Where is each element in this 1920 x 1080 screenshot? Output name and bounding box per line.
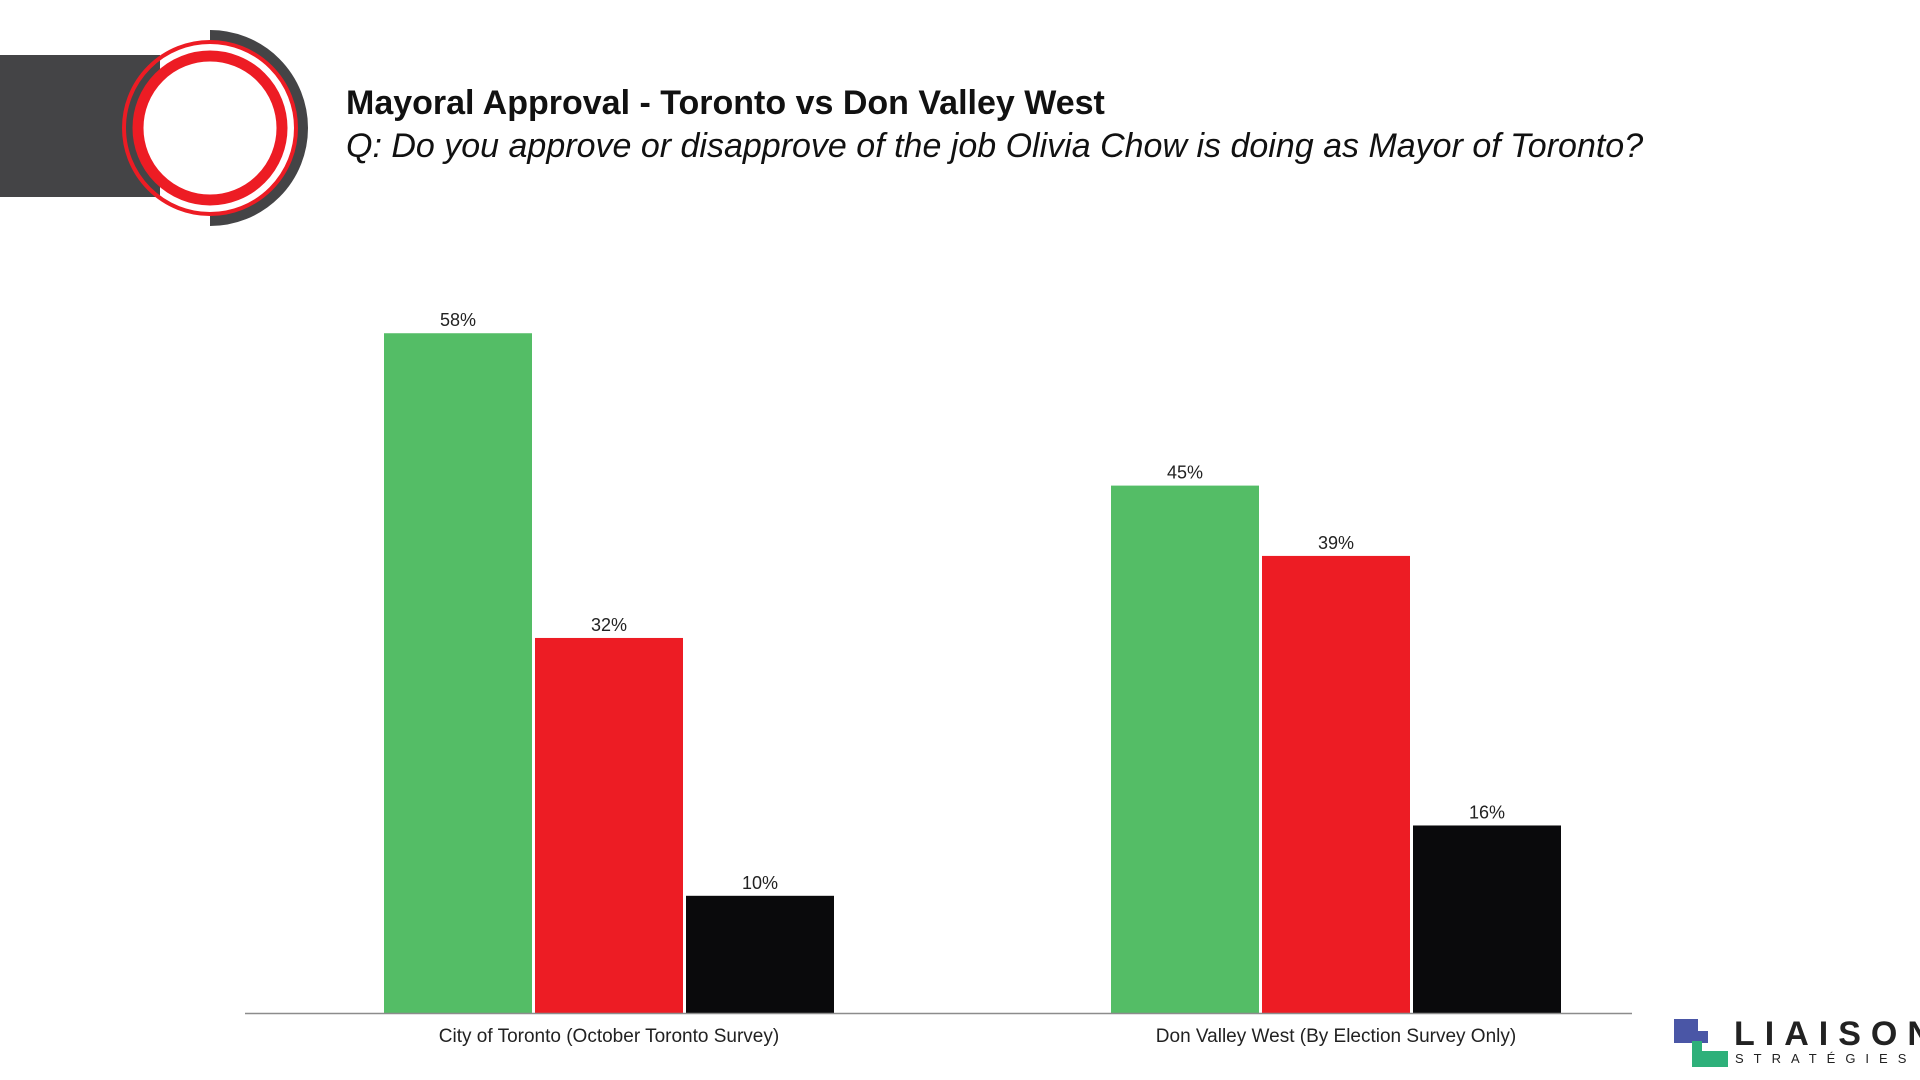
data-label: 10% bbox=[742, 873, 778, 893]
data-label: 45% bbox=[1167, 463, 1203, 483]
data-label: 32% bbox=[591, 615, 627, 635]
x-tick-label: City of Toronto (October Toronto Survey) bbox=[439, 1026, 779, 1047]
ring-red-outer bbox=[122, 40, 298, 216]
bar-don-t-know-1 bbox=[686, 895, 834, 1013]
brand-tagline: STRATÉGIES bbox=[1735, 1051, 1917, 1066]
bar-disapprove-1 bbox=[535, 637, 683, 1013]
ring-red-inner bbox=[132, 50, 288, 206]
data-label: 16% bbox=[1469, 802, 1505, 822]
bar-approve-1 bbox=[384, 333, 532, 1013]
title-block: Mayoral Approval - Toronto vs Don Valley… bbox=[346, 82, 1746, 168]
brand-name: LIAISON bbox=[1734, 1015, 1920, 1053]
chart-title: Mayoral Approval - Toronto vs Don Valley… bbox=[346, 84, 1105, 122]
data-label: 58% bbox=[440, 310, 476, 330]
data-label: 39% bbox=[1318, 533, 1354, 553]
bar-don-t-know-2 bbox=[1413, 825, 1561, 1013]
ring-dark-arc bbox=[209, 30, 308, 226]
ring-logo-icon bbox=[122, 30, 308, 226]
chart-question: Q: Do you approve or disapprove of the j… bbox=[346, 127, 1644, 165]
x-tick-label: Don Valley West (By Election Survey Only… bbox=[1156, 1026, 1516, 1047]
bar-approve-2 bbox=[1111, 485, 1259, 1014]
bar-disapprove-2 bbox=[1262, 555, 1410, 1013]
brand-mark-icon bbox=[1674, 1019, 1728, 1067]
brand-logo: LIAISON STRATÉGIES bbox=[1672, 1015, 1920, 1069]
